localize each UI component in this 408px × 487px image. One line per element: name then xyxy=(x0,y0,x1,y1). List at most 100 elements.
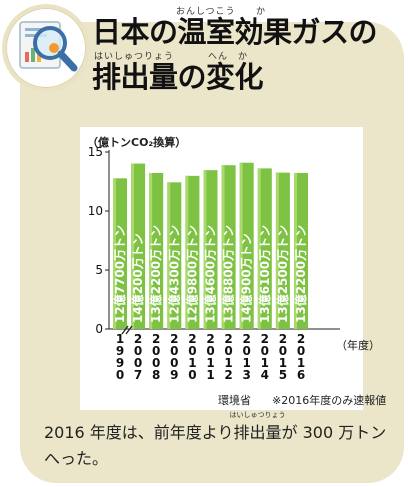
bar-highlight xyxy=(167,182,171,329)
x-category-char: 0 xyxy=(170,344,178,358)
ruby-henka: へん か xyxy=(208,52,249,62)
note-label: ※2016年度のみ速報値 xyxy=(272,394,387,407)
bar-highlight xyxy=(131,163,135,329)
y-tick-label: 5 xyxy=(95,263,103,277)
caption-ruby: はいしゅつりょう排出量 xyxy=(230,411,286,446)
x-category-char: 2 xyxy=(134,332,142,346)
bar-value-label: 13億2200万トン xyxy=(293,225,308,323)
magnifier-chart-icon xyxy=(2,4,90,92)
ruby-haishutsuryou: はいしゅつりょう xyxy=(94,52,175,62)
y-tick-label: 10 xyxy=(88,204,103,218)
x-category-char: 0 xyxy=(224,344,232,358)
ruby-onshitsukouka: おんしつこう xyxy=(176,7,236,17)
chart-panel xyxy=(80,127,363,410)
bar-value-label: 13億4600万トン xyxy=(203,225,218,323)
bar xyxy=(113,178,127,329)
x-category-char: 0 xyxy=(206,344,214,358)
y-tick-label: 15 xyxy=(88,145,103,159)
x-category-char: 0 xyxy=(243,344,251,358)
x-category-char: 8 xyxy=(152,368,160,382)
bar xyxy=(167,182,182,329)
x-category-char: 5 xyxy=(279,368,287,382)
x-category-char: 3 xyxy=(243,368,251,382)
caption-ruby-base: 排出量 xyxy=(233,423,282,442)
bar-value-label: 13億2200万トン xyxy=(148,225,163,323)
x-category-char: 0 xyxy=(188,344,196,358)
x-category-char: 0 xyxy=(279,344,287,358)
x-category-char: 2 xyxy=(152,332,160,346)
x-category-char: 0 xyxy=(188,368,196,382)
x-category-char: 1 xyxy=(224,356,232,370)
bar-highlight xyxy=(149,173,153,329)
y-tick-label: 0 xyxy=(95,322,103,336)
source-label: 環境省 xyxy=(218,394,251,407)
bar-value-label: 13億8800万トン xyxy=(221,225,236,323)
bar-value-label: 14億900万トン xyxy=(239,233,254,323)
title-ruby-1: おんしつこう か xyxy=(92,4,402,17)
x-category-char: 0 xyxy=(170,356,178,370)
x-category-char: 9 xyxy=(116,356,124,370)
bar-value-label: 13億2500万トン xyxy=(275,225,290,323)
bar-value-label: 13億6100万トン xyxy=(257,225,272,323)
bar xyxy=(275,172,290,329)
bar-value-label: 12億7700万トン xyxy=(112,225,127,323)
x-category-char: 2 xyxy=(279,332,287,346)
bar-value-label: 12億4300万トン xyxy=(166,225,181,323)
x-category-char: 2 xyxy=(243,332,251,346)
x-category-char: 1 xyxy=(116,332,124,346)
ruby-ka: か xyxy=(256,7,267,17)
x-category-char: 0 xyxy=(297,344,305,358)
x-category-char: 0 xyxy=(261,344,269,358)
y-unit-label: （億トンCO₂換算） xyxy=(87,136,187,149)
x-category-char: 9 xyxy=(170,368,178,382)
bar xyxy=(221,165,236,329)
x-category-char: 0 xyxy=(152,356,160,370)
bar xyxy=(185,175,200,329)
x-category-char: 0 xyxy=(116,368,124,382)
bar-highlight xyxy=(239,162,243,329)
x-category-char: 1 xyxy=(243,356,251,370)
x-category-char: 2 xyxy=(261,332,269,346)
x-category-char: 7 xyxy=(134,368,142,382)
x-category-char: 2 xyxy=(206,332,214,346)
x-category-char: 4 xyxy=(261,368,269,382)
caption-before: 2016 年度は、前年度より xyxy=(44,423,234,442)
bar-highlight xyxy=(257,168,261,329)
x-category-char: 2 xyxy=(224,332,232,346)
caption-ruby-text: はいしゅつりょう xyxy=(229,411,286,419)
bar-highlight xyxy=(203,170,207,329)
x-category-char: 1 xyxy=(279,356,287,370)
x-axis-label: （年度） xyxy=(336,338,380,352)
bar-highlight xyxy=(221,165,225,329)
bar-highlight xyxy=(185,175,189,329)
x-category-char: 2 xyxy=(224,368,232,382)
x-category-char: 0 xyxy=(134,356,142,370)
magnifier-icon xyxy=(19,21,78,72)
bar xyxy=(203,170,218,329)
caption-line2: へった。 xyxy=(44,449,109,468)
bar xyxy=(239,162,254,329)
bar xyxy=(294,173,308,329)
x-category-char: 1 xyxy=(188,356,196,370)
title-line-2: 排出量の変化 xyxy=(92,60,264,94)
bar-highlight xyxy=(275,172,279,329)
bar xyxy=(257,168,272,329)
x-category-char: 9 xyxy=(116,344,124,358)
caption: 2016 年度は、前年度より はいしゅつりょう 排出量が 300 万トン へった。 xyxy=(44,411,394,472)
bar-value-label: 12億9800万トン xyxy=(184,225,199,323)
x-category-char: 2 xyxy=(188,332,196,346)
x-category-char: 0 xyxy=(134,344,142,358)
x-category-char: 2 xyxy=(297,332,305,346)
x-category-char: 1 xyxy=(261,356,269,370)
title-line-1: 日本の温室効果ガスの xyxy=(92,15,378,49)
bar xyxy=(131,163,146,329)
bar-highlight xyxy=(113,178,116,329)
bar-highlight xyxy=(294,173,297,329)
x-category-char: 1 xyxy=(206,368,214,382)
title-block: おんしつこう か 日本の温室効果ガスの はいしゅつりょう へん か 排出量の変化 xyxy=(92,4,402,94)
caption-after: が 300 万トン xyxy=(281,423,387,442)
x-category-char: 1 xyxy=(206,356,214,370)
x-category-char: 1 xyxy=(297,356,305,370)
bar-value-label: 14億200万トン xyxy=(130,233,145,323)
